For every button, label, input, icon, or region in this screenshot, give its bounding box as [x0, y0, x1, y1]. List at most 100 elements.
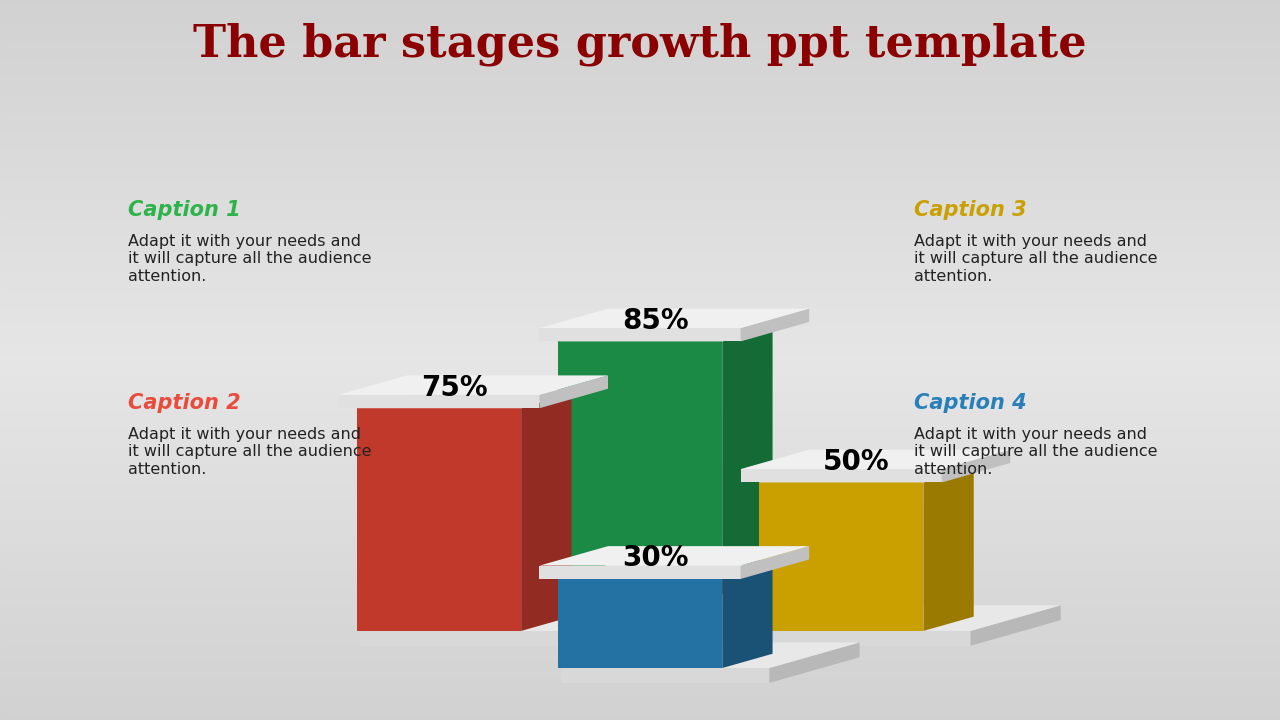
Bar: [0, 590, 1280, 594]
Bar: [0, 79, 1280, 83]
Bar: [0, 500, 1280, 504]
Polygon shape: [762, 631, 970, 646]
Bar: [0, 281, 1280, 284]
Bar: [0, 11, 1280, 14]
Bar: [0, 14, 1280, 18]
Bar: [0, 716, 1280, 720]
Bar: [0, 680, 1280, 684]
Polygon shape: [558, 564, 773, 579]
Bar: [0, 324, 1280, 328]
Polygon shape: [759, 482, 923, 631]
Bar: [0, 572, 1280, 576]
Bar: [0, 590, 1280, 594]
Bar: [0, 533, 1280, 536]
Bar: [0, 306, 1280, 310]
Bar: [0, 115, 1280, 119]
Bar: [0, 378, 1280, 382]
Bar: [0, 547, 1280, 551]
Bar: [0, 695, 1280, 698]
Bar: [0, 346, 1280, 349]
Bar: [0, 317, 1280, 320]
Bar: [0, 367, 1280, 371]
Bar: [0, 130, 1280, 133]
Bar: [0, 266, 1280, 270]
Bar: [0, 335, 1280, 338]
Polygon shape: [360, 631, 568, 646]
Bar: [0, 644, 1280, 648]
Polygon shape: [970, 606, 1061, 646]
Bar: [0, 407, 1280, 410]
Bar: [0, 385, 1280, 389]
Polygon shape: [561, 642, 860, 668]
Bar: [0, 241, 1280, 245]
Bar: [0, 270, 1280, 274]
Bar: [0, 594, 1280, 598]
Text: 30%: 30%: [622, 544, 689, 572]
Bar: [0, 410, 1280, 414]
Polygon shape: [942, 449, 1010, 482]
Bar: [0, 544, 1280, 547]
Bar: [0, 47, 1280, 50]
Bar: [0, 151, 1280, 155]
Bar: [0, 284, 1280, 288]
Bar: [0, 148, 1280, 151]
Bar: [0, 209, 1280, 212]
Bar: [0, 302, 1280, 306]
Bar: [0, 457, 1280, 461]
Bar: [0, 122, 1280, 126]
Bar: [0, 227, 1280, 230]
Bar: [0, 32, 1280, 36]
Bar: [0, 508, 1280, 511]
Bar: [0, 202, 1280, 205]
Bar: [0, 468, 1280, 472]
Polygon shape: [357, 408, 521, 631]
Bar: [0, 162, 1280, 166]
Bar: [0, 497, 1280, 500]
Bar: [0, 634, 1280, 637]
Polygon shape: [539, 328, 741, 341]
Bar: [0, 180, 1280, 184]
Bar: [0, 619, 1280, 623]
Bar: [0, 684, 1280, 688]
Bar: [0, 68, 1280, 72]
Bar: [0, 623, 1280, 626]
Bar: [0, 612, 1280, 616]
Bar: [0, 382, 1280, 385]
Bar: [0, 230, 1280, 234]
Bar: [0, 234, 1280, 238]
Bar: [0, 112, 1280, 115]
Bar: [0, 50, 1280, 54]
Bar: [0, 173, 1280, 176]
Bar: [0, 158, 1280, 162]
Bar: [0, 342, 1280, 346]
Bar: [0, 554, 1280, 558]
Bar: [0, 83, 1280, 86]
Bar: [0, 526, 1280, 529]
Bar: [0, 616, 1280, 619]
Bar: [0, 688, 1280, 691]
Bar: [0, 220, 1280, 223]
Bar: [0, 490, 1280, 493]
Bar: [0, 288, 1280, 292]
Bar: [0, 655, 1280, 659]
Bar: [0, 54, 1280, 58]
Bar: [0, 709, 1280, 713]
Bar: [0, 432, 1280, 436]
Bar: [0, 511, 1280, 515]
Bar: [0, 205, 1280, 209]
Bar: [0, 130, 1280, 133]
Bar: [0, 356, 1280, 360]
Bar: [0, 198, 1280, 202]
Polygon shape: [561, 568, 860, 594]
Bar: [0, 436, 1280, 439]
Bar: [0, 446, 1280, 450]
Bar: [0, 313, 1280, 317]
Bar: [0, 562, 1280, 565]
Bar: [0, 220, 1280, 223]
Bar: [0, 40, 1280, 43]
Bar: [0, 605, 1280, 608]
Polygon shape: [741, 309, 809, 341]
Bar: [0, 666, 1280, 670]
Bar: [0, 677, 1280, 680]
Bar: [0, 277, 1280, 281]
